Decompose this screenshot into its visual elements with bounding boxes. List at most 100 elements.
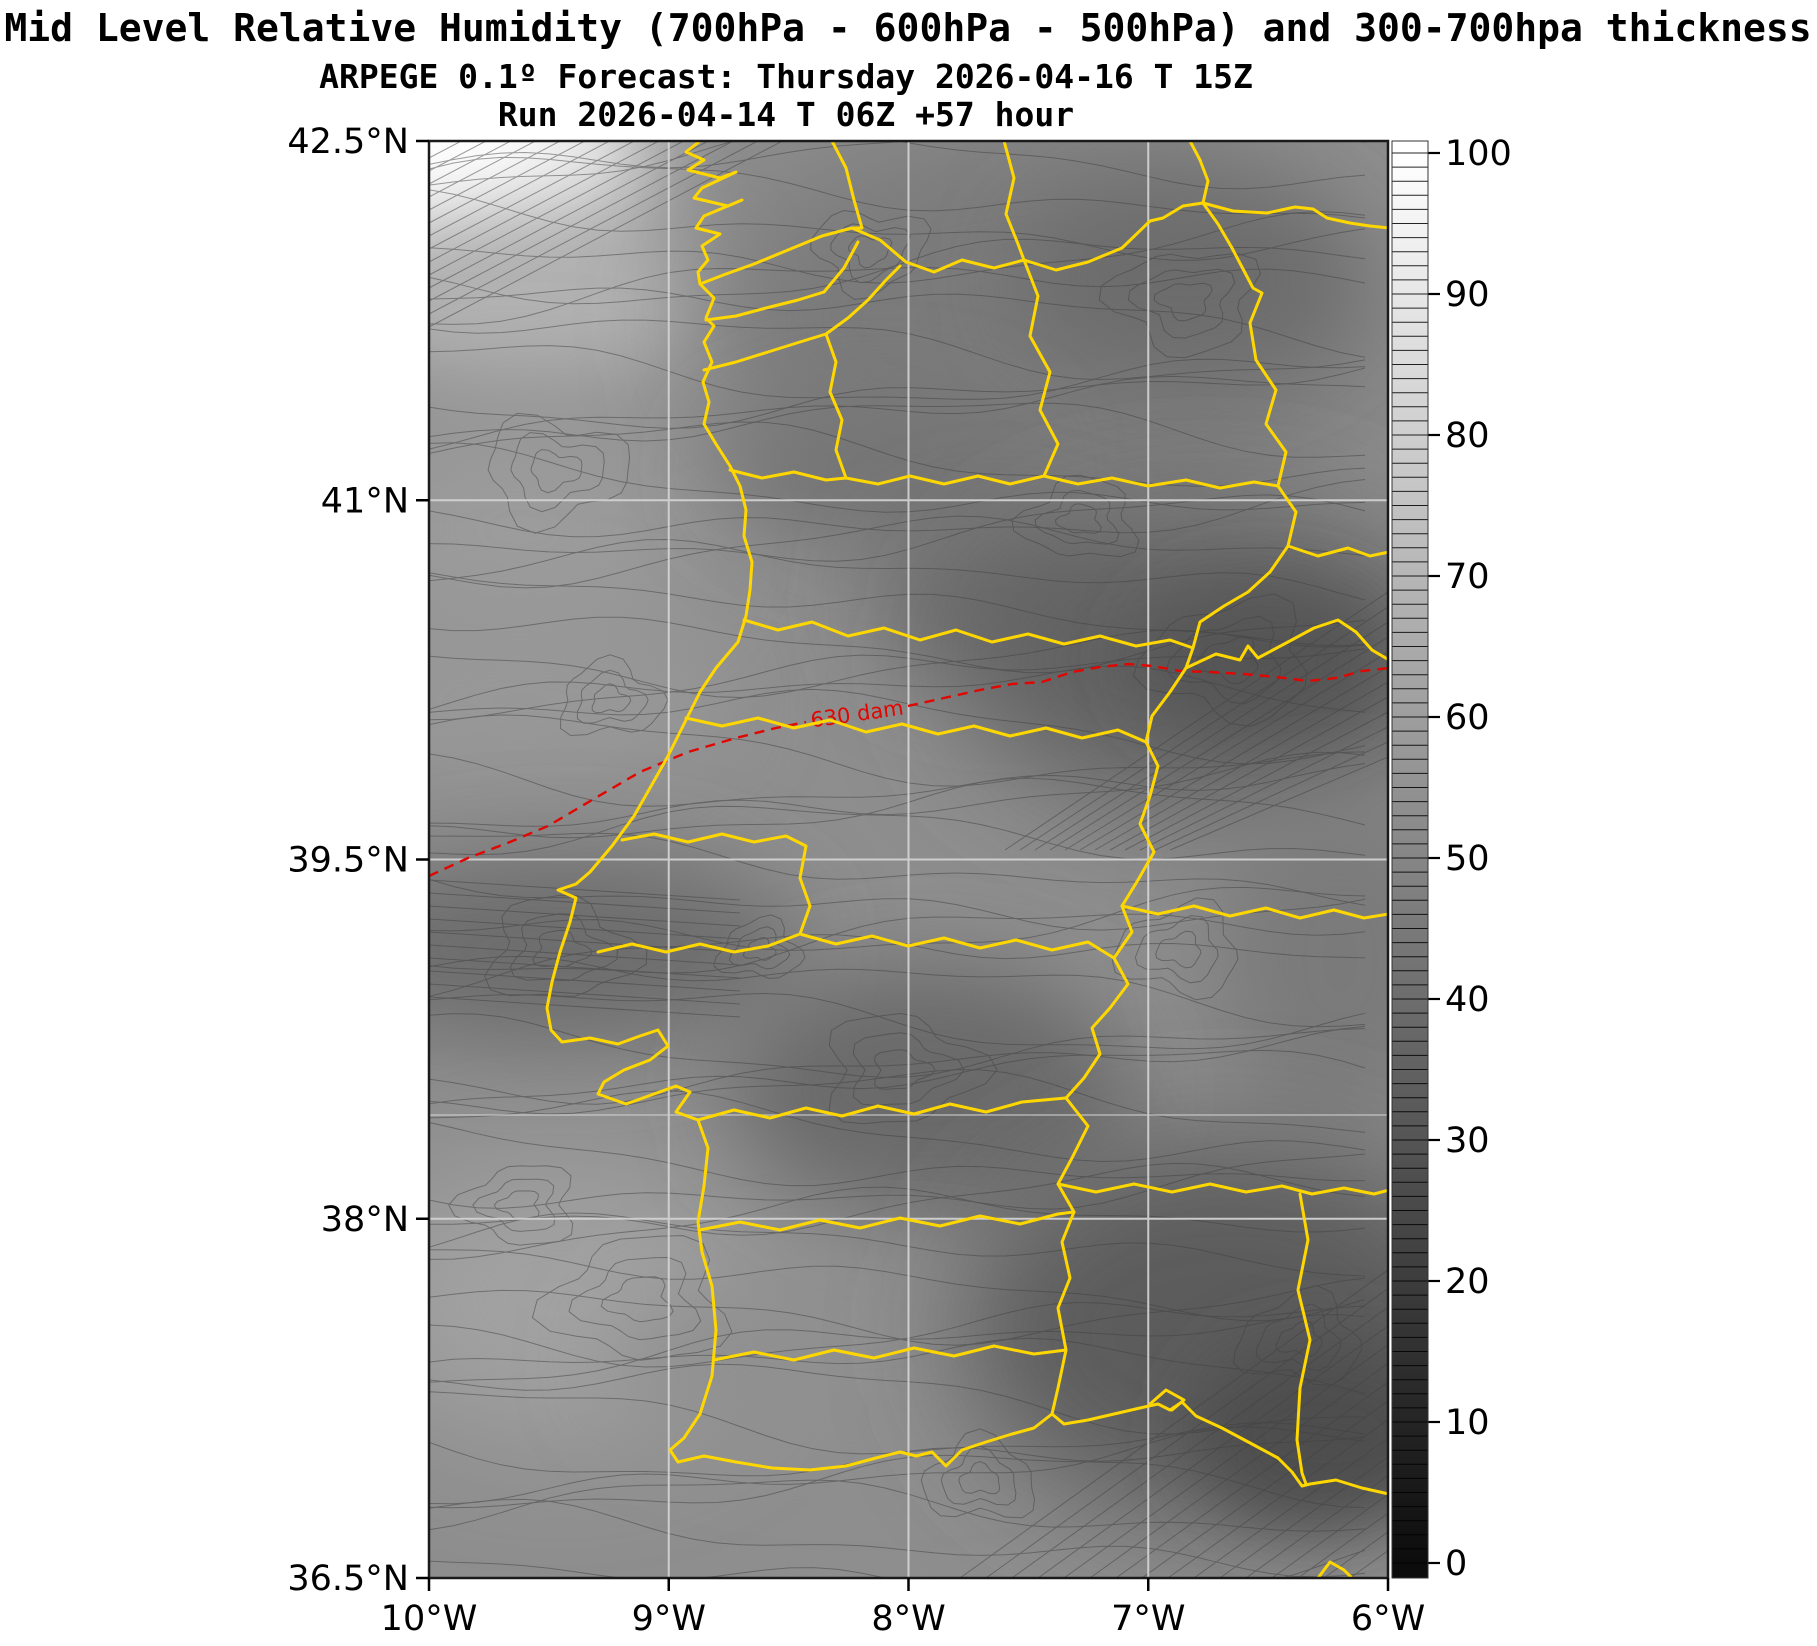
axes: 42.5°N 41°N 39.5°N 38°N 36.5°N10°W 9°W 8°W 7°W 6… [287,122,1425,1639]
rh-contour-line [429,629,1366,699]
rh-contour-line [429,1162,1366,1236]
rh-shade-blob [429,410,700,650]
rh-contour-line [1037,1325,1388,1578]
rh-contour-line [429,892,741,914]
y-axis-tick-label: 41°N [321,481,409,521]
border-district-viana [704,240,860,322]
rh-contour-loop [873,1049,936,1090]
rh-contour-line [1193,1437,1388,1578]
rh-contour-line [429,992,1366,1050]
border-spain-top-east [1201,201,1388,230]
rh-contour-line [1115,1381,1388,1578]
rh-contour-line [429,141,635,250]
rh-contour-line [1297,1512,1388,1578]
border-spain-salamanca-caceres [1184,618,1388,670]
border-spain-leon-pocket [1022,258,1060,478]
rh-contour-loop [591,683,632,714]
rh-contour-line [429,141,734,302]
rh-contour-line [429,141,536,198]
rh-contour-line [429,442,1366,513]
rh-contour-line [429,1212,1366,1277]
colorbar-tick-label: 10 [1445,1403,1490,1443]
y-axis-tick-label: 39.5°N [287,841,409,881]
rh-contour-line [1124,711,1388,851]
rh-contour-line [429,1153,1366,1210]
rh-contour-line [1019,606,1388,851]
rh-contour-loop [559,654,669,737]
rh-contour-line [429,1363,1365,1435]
rh-contour-line [429,1090,1366,1163]
rh-contour-line [429,345,1366,400]
rh-contour-loop [830,223,911,284]
rh-contour-line [429,479,1366,538]
x-axis-tick-label: 10°W [381,1599,478,1639]
rh-contour-line [1167,1419,1388,1578]
rh-contour-line [429,970,741,992]
rh-contour-loop [532,929,592,968]
rh-contour-loop [828,1012,998,1125]
colorbar-outline [1391,140,1429,1579]
rh-contour-line [1154,741,1388,851]
rh-contour-loop [487,412,631,534]
rh-contour-loop [810,209,932,300]
rh-shade-blob [429,615,730,785]
rh-contour-line [1064,651,1388,851]
rh-contour-line [429,913,1366,974]
rh-contour-line [429,1049,1366,1105]
rh-contour-line [429,1498,1366,1578]
border-spain-galicia-1 [830,141,864,230]
rh-contour-line [429,538,1366,601]
rh-contour-line [429,1069,1366,1133]
rh-contour-line [429,141,487,172]
rh-contour-line [429,751,1366,827]
colorbar-gradient [1392,141,1428,1578]
rh-contour-line [429,141,758,315]
map-canvas: 630 dam [429,141,1388,1578]
rh-contour-line [429,375,1366,450]
border-district-leiria [620,832,812,936]
border-spain-huelva-sevilla [1295,1192,1312,1486]
rh-contour-line [429,141,783,328]
rh-contour-line [429,211,1366,284]
rh-contour-loop [1011,474,1140,558]
rh-contour-line [429,931,741,953]
border-spain-top-vertical [1188,141,1210,205]
border-district-coimbra [684,716,1148,744]
rh-contour-line [1034,621,1388,851]
rh-contour-line [429,905,741,927]
rh-contour-line [1271,1494,1388,1578]
border-district-santarem [798,932,1116,960]
rh-contour-loop [509,913,618,982]
rh-contour-loop [448,1165,574,1246]
rh-shade-blob [1140,585,1388,735]
rh-contour-loop [1165,615,1282,705]
y-axis-tick-label: 38°N [321,1200,409,1240]
rh-contour-line [429,1186,1366,1260]
thickness-contour-line [429,662,1388,878]
border-district-evora-beja [698,1210,1076,1232]
rh-contour-line [429,1337,1366,1395]
rh-contour-line [429,616,1366,674]
rh-shade-blob [1210,800,1388,1120]
rh-shade-blob [429,215,720,385]
rh-contour-line [429,402,1366,458]
rh-contour-line [1139,726,1388,851]
rh-contour-line [429,983,741,1005]
rh-contour-line [959,1269,1388,1578]
rh-contour-line [429,878,1366,931]
rh-contour-line [429,494,1366,562]
border-district-lisboa [596,932,802,954]
rh-contour-line [429,1121,1366,1187]
rh-contour-line [429,1025,1366,1105]
border-spain-badajoz-huelva [1056,1182,1388,1196]
rh-contour-line [1089,1363,1388,1578]
border-spain-caceres-badajoz [1120,904,1388,920]
admin-borders [545,141,1388,1578]
rh-contour-line [1011,1306,1388,1578]
rh-contour-loop [1054,503,1102,534]
rh-contour-loop [920,1428,1036,1519]
colorbar-tick-label: 90 [1445,275,1490,315]
rh-contour-line [429,832,1366,906]
